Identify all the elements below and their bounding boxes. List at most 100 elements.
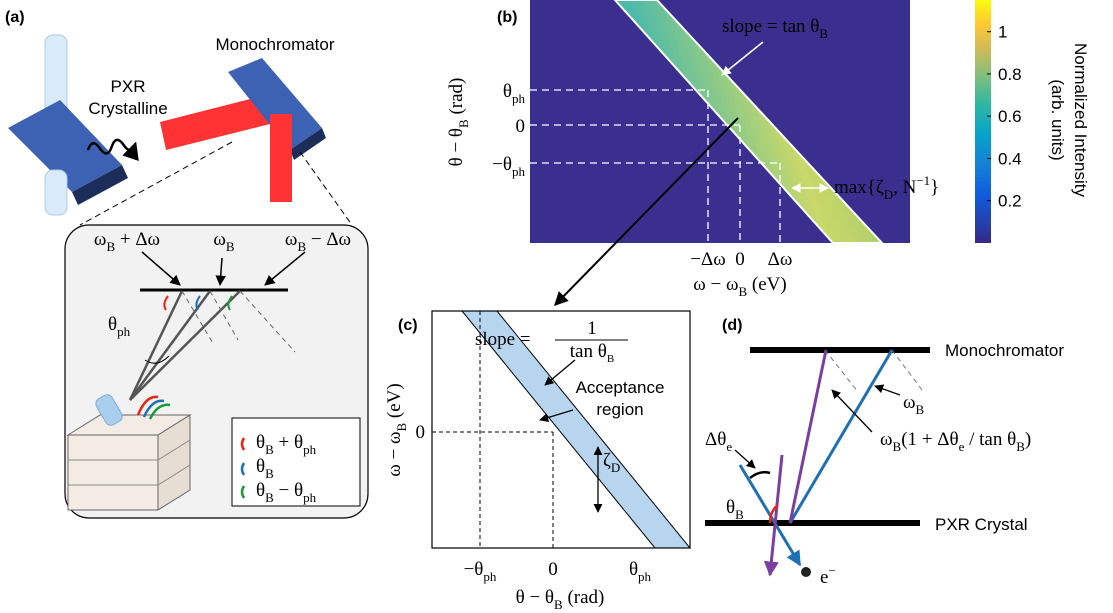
y-axis-label-part: B	[456, 119, 471, 128]
beam-label-part: B	[226, 239, 235, 254]
y-tick-label-part: θ	[503, 81, 512, 102]
omega-label-part: B	[916, 402, 925, 417]
y-axis-label: ω − ωB (eV)	[384, 383, 409, 476]
beam-label-part: ω	[285, 229, 298, 250]
electron-label-part: e	[820, 567, 828, 588]
angle-label: θB	[726, 497, 744, 522]
region-label: region	[596, 400, 643, 419]
slope-label: tan θB	[570, 341, 614, 365]
shifted-label-part: B	[893, 439, 902, 454]
y-tick-label-part: −θ	[492, 154, 512, 175]
legend-label-part: θ	[256, 456, 265, 477]
legend-label-part: ph	[303, 490, 317, 505]
omega-label: ωB	[903, 392, 925, 417]
y-tick-label: θph	[503, 81, 526, 106]
panel-label: (c)	[398, 317, 418, 334]
angle-label-part: ph	[117, 324, 131, 339]
colorbar-title: Normalized Intensity	[1071, 43, 1090, 198]
width-label-part: D	[884, 187, 893, 202]
x-tick-label: θph	[629, 559, 652, 584]
beam-label-part: ω	[213, 229, 226, 250]
x-axis-label-part: ω − ω	[693, 274, 738, 295]
y-axis-label-part: ω − ω	[384, 432, 405, 477]
x-tick-label: 0	[548, 559, 558, 580]
angle-label-part: θ	[108, 314, 117, 335]
slope-label-part: slope = tan θ	[722, 16, 819, 37]
colorbar-title: (arb. units)	[1048, 79, 1067, 160]
y-axis-label-part: (rad)	[446, 78, 467, 120]
x-axis-label-part: B	[554, 597, 563, 612]
y-axis-label-part: θ − θ	[446, 128, 467, 166]
shifted-label-part: )	[1025, 429, 1031, 450]
angle-label-part: θ	[726, 497, 735, 518]
y-axis-label: θ − θB (rad)	[446, 78, 471, 167]
y-tick-label-part: ph	[512, 164, 526, 179]
x-axis-label: ω − ωB (eV)	[693, 274, 786, 299]
tilt-label: Δθe	[705, 429, 732, 454]
y-tick-label: −θph	[492, 154, 525, 179]
legend-label-part: θ	[256, 480, 265, 501]
x-tick-label: −Δω	[690, 249, 725, 270]
monochromator-label: Monochromator	[945, 341, 1064, 360]
colorbar-tick-label: 0.4	[998, 149, 1022, 168]
electron-label: e−	[820, 563, 836, 588]
panel-label: (b)	[497, 9, 517, 26]
y-axis-label-part: (eV)	[384, 383, 405, 423]
beam-label-part: + Δω	[115, 229, 160, 250]
artwork	[8, 0, 991, 577]
legend-label-part: B	[265, 490, 274, 505]
x-axis-label-part: (rad)	[563, 587, 605, 608]
monochromator-label: Monochromator	[215, 35, 334, 54]
x-tick-label-part: −θ	[464, 559, 484, 580]
x-axis-label-part: B	[739, 284, 748, 299]
legend-label-part: ph	[303, 442, 317, 457]
panel-label: (a)	[5, 9, 25, 26]
legend-label-part: − θ	[274, 480, 303, 501]
beam-label-part: − Δω	[306, 229, 351, 250]
figure: (() => { const data = JSON.parse(documen…	[0, 0, 1113, 613]
source-label: PXR	[111, 77, 146, 96]
shifted-label-part: / tan θ	[964, 429, 1016, 450]
x-tick-label-part: ph	[483, 569, 497, 584]
x-tick-label: −θph	[464, 559, 497, 584]
beam-label-part: B	[106, 239, 115, 254]
legend-label-part: + θ	[274, 432, 303, 453]
electron-label-part: −	[828, 563, 835, 578]
width-label-part: }	[930, 177, 939, 198]
shifted-label-part: B	[1016, 439, 1025, 454]
shifted-label-part: (1 + Δθ	[901, 429, 958, 450]
colorbar-tick-label: 0.8	[998, 65, 1022, 84]
y-tick-label-part: ph	[512, 91, 526, 106]
x-tick-label-part: ph	[638, 569, 652, 584]
beam-label-part: B	[297, 239, 306, 254]
y-tick-label: 0	[516, 116, 526, 137]
width-label-part: −1	[916, 173, 930, 188]
x-axis-label-part: (eV)	[747, 274, 787, 295]
slope-label: slope =	[475, 329, 531, 350]
x-axis-label: θ − θB (rad)	[516, 587, 605, 612]
y-tick-label: 0	[416, 422, 426, 443]
crystal-label: PXR Crystal	[935, 515, 1028, 534]
panel-label: (d)	[722, 317, 742, 334]
legend-label-part: θ	[256, 432, 265, 453]
x-tick-label-part: θ	[629, 559, 638, 580]
colorbar-tick-label: 0.6	[998, 107, 1022, 126]
shifted-label-part: ω	[880, 429, 893, 450]
x-tick-label: 0	[735, 249, 745, 270]
angle-label-part: B	[735, 507, 744, 522]
colorbar-tick-label: 0.2	[998, 192, 1022, 211]
shifted-label: ωB(1 + Δθe / tan θB)	[880, 429, 1031, 454]
legend-label-part: B	[265, 442, 274, 457]
tilt-label-part: Δθ	[705, 429, 726, 450]
omega-label-part: ω	[903, 392, 916, 413]
x-axis-label-part: θ − θ	[516, 587, 554, 608]
beam-label-part: ω	[94, 229, 107, 250]
width-label-part: D	[611, 460, 620, 475]
width-label-part: ζ	[603, 450, 611, 471]
y-axis-label-part: B	[394, 423, 409, 432]
colorbar-tick-label: 1	[998, 23, 1007, 42]
slope-label-part: B	[819, 26, 828, 41]
width-label-part: max{ζ	[834, 177, 884, 198]
region-label: Acceptance	[576, 378, 665, 397]
width-label-part: , N	[893, 177, 917, 198]
